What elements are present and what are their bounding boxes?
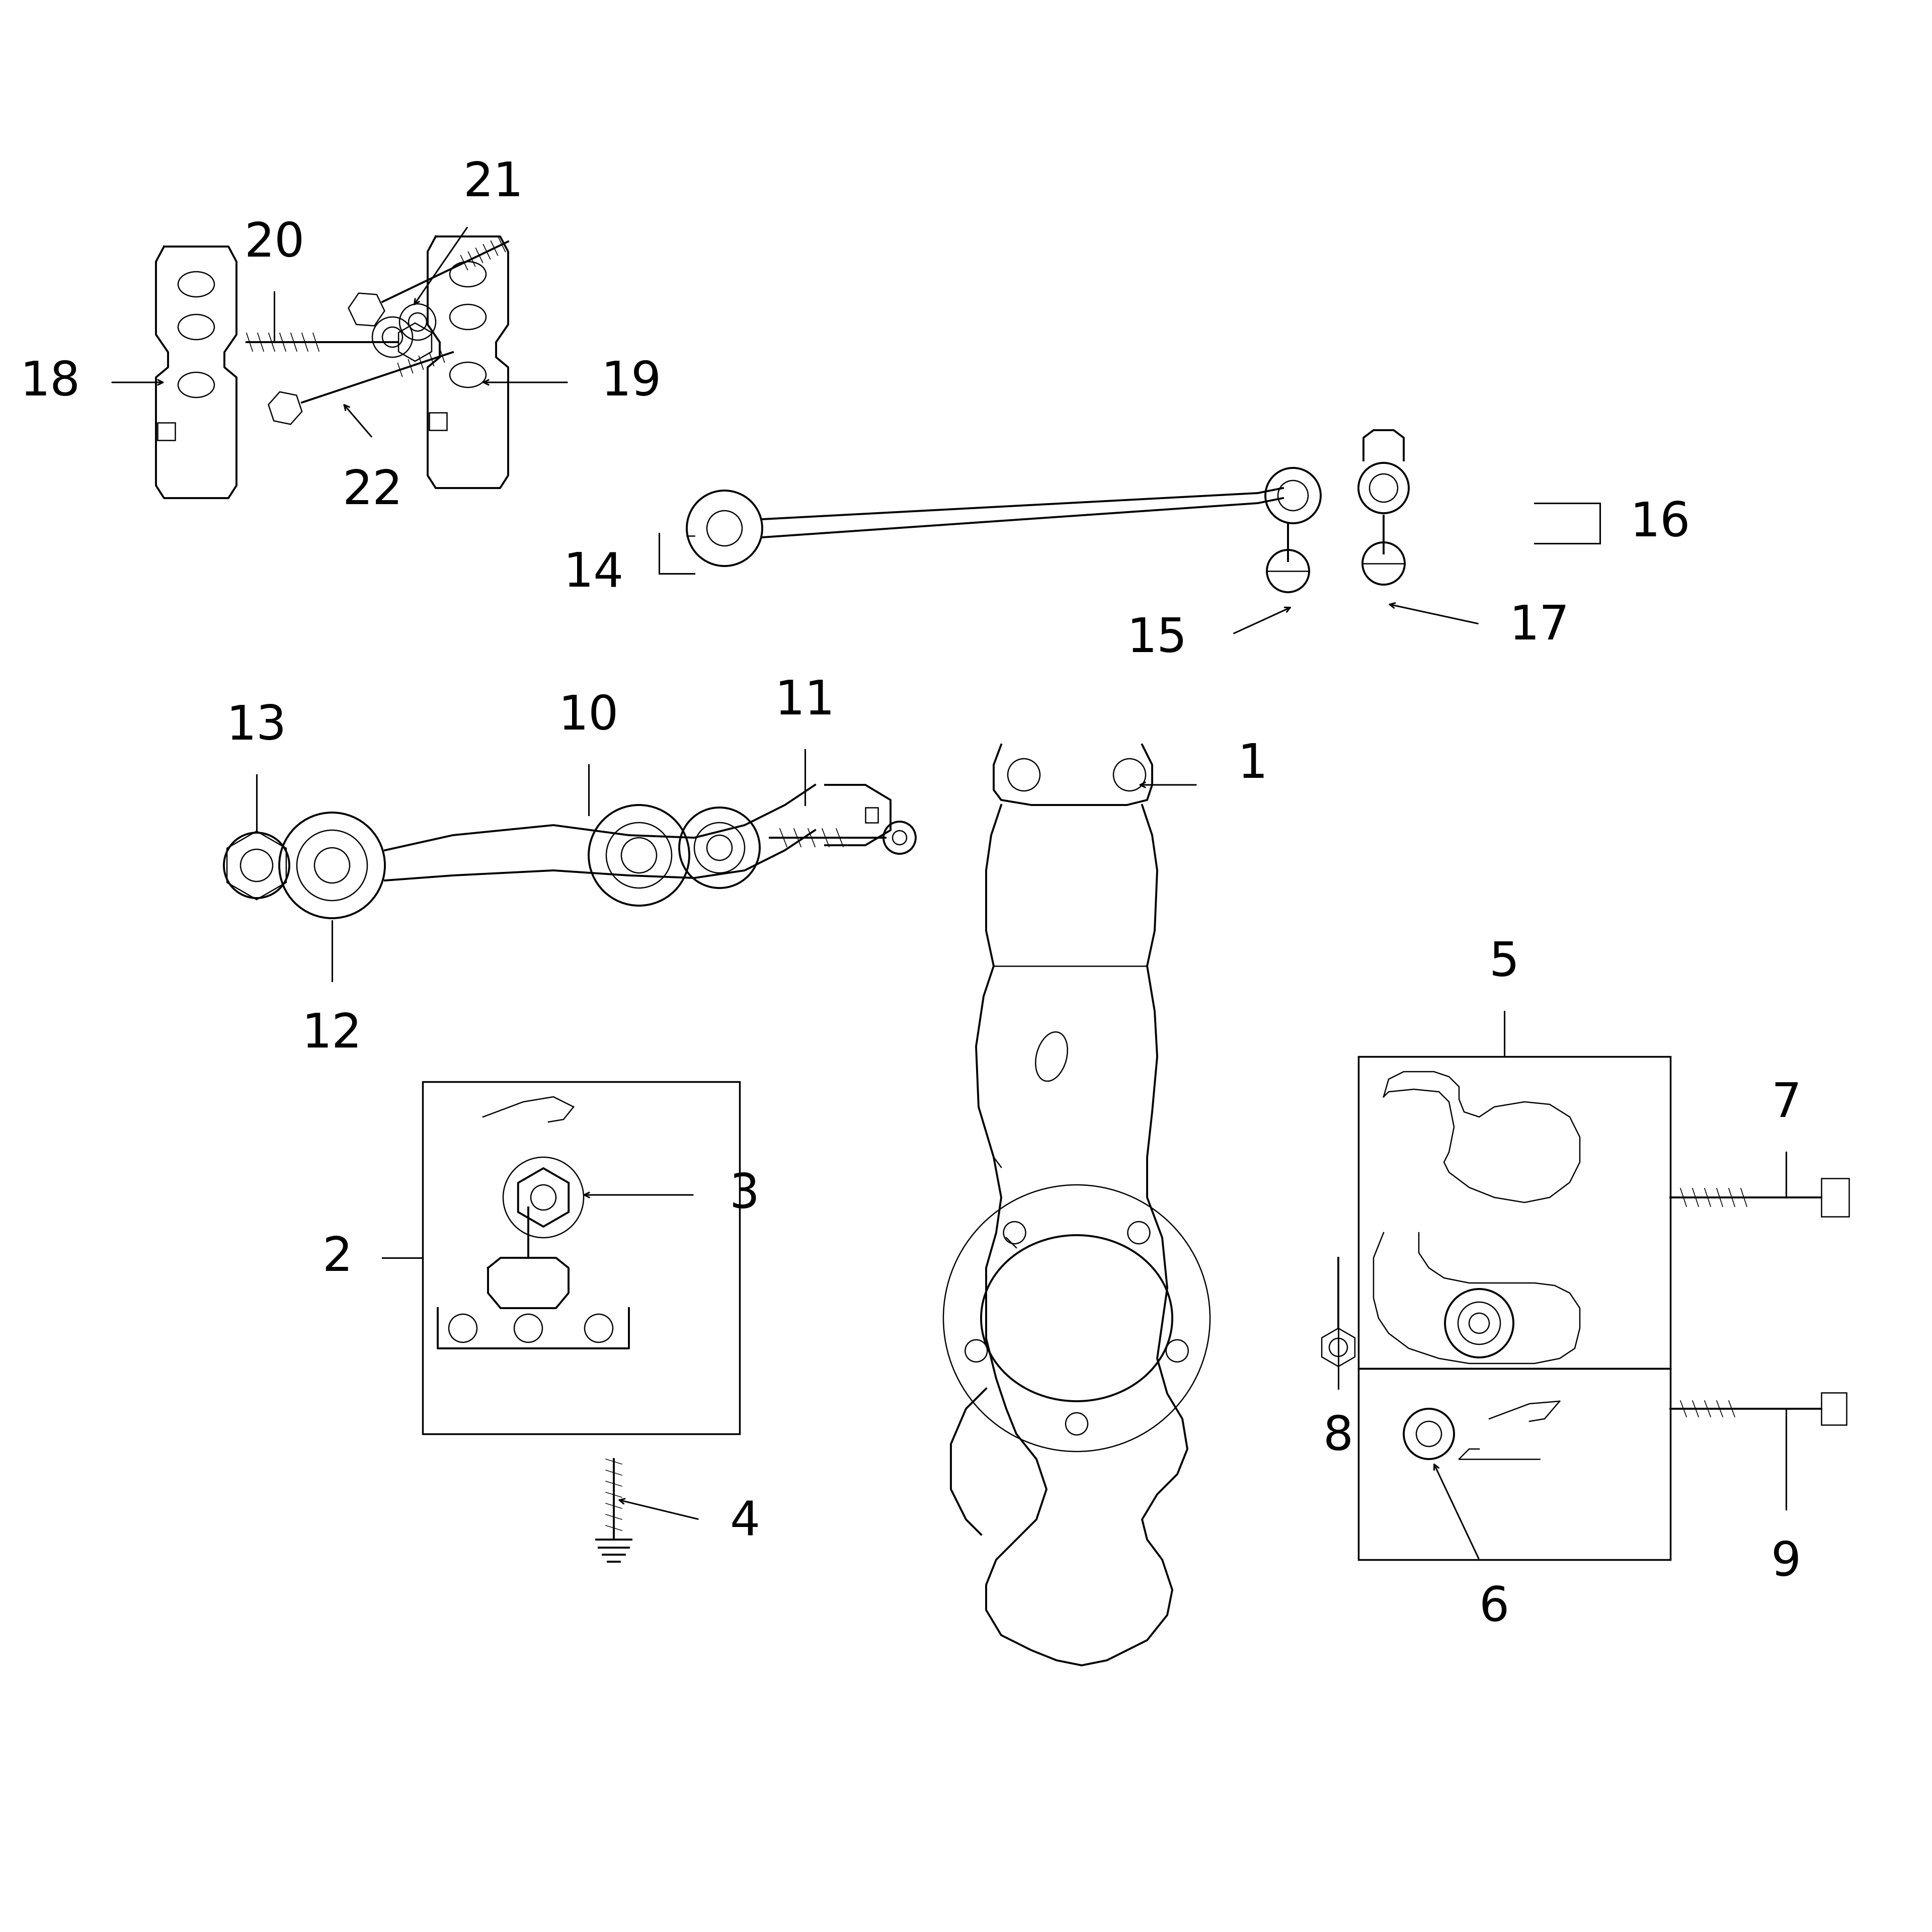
Bar [1358,1057,1671,1368]
Bar [866,808,877,823]
Text: 16: 16 [1631,500,1691,547]
Text: 22: 22 [342,468,402,514]
Text: 17: 17 [1509,603,1571,649]
Text: 15: 15 [1126,616,1188,663]
Text: 11: 11 [775,678,835,725]
Bar [423,1082,740,1434]
Bar [1358,1368,1671,1559]
Bar [1822,1179,1849,1217]
Text: 10: 10 [558,694,618,740]
Text: 13: 13 [226,703,286,750]
Text: 19: 19 [601,359,663,406]
Text: 2: 2 [323,1235,352,1281]
Text: 21: 21 [464,160,524,207]
Text: 6: 6 [1480,1584,1509,1631]
Bar [1822,1393,1847,1426]
Text: 18: 18 [19,359,81,406]
Text: 5: 5 [1490,939,1519,985]
Text: 9: 9 [1772,1540,1801,1586]
Bar [158,423,176,440]
Text: 1: 1 [1238,742,1267,788]
Text: 14: 14 [564,551,624,597]
Text: 20: 20 [243,220,305,267]
Text: 12: 12 [301,1010,363,1057]
Text: 3: 3 [730,1173,759,1217]
Text: 7: 7 [1772,1080,1801,1126]
Text: 4: 4 [730,1499,759,1546]
Bar [429,413,446,431]
Text: 8: 8 [1323,1414,1354,1461]
